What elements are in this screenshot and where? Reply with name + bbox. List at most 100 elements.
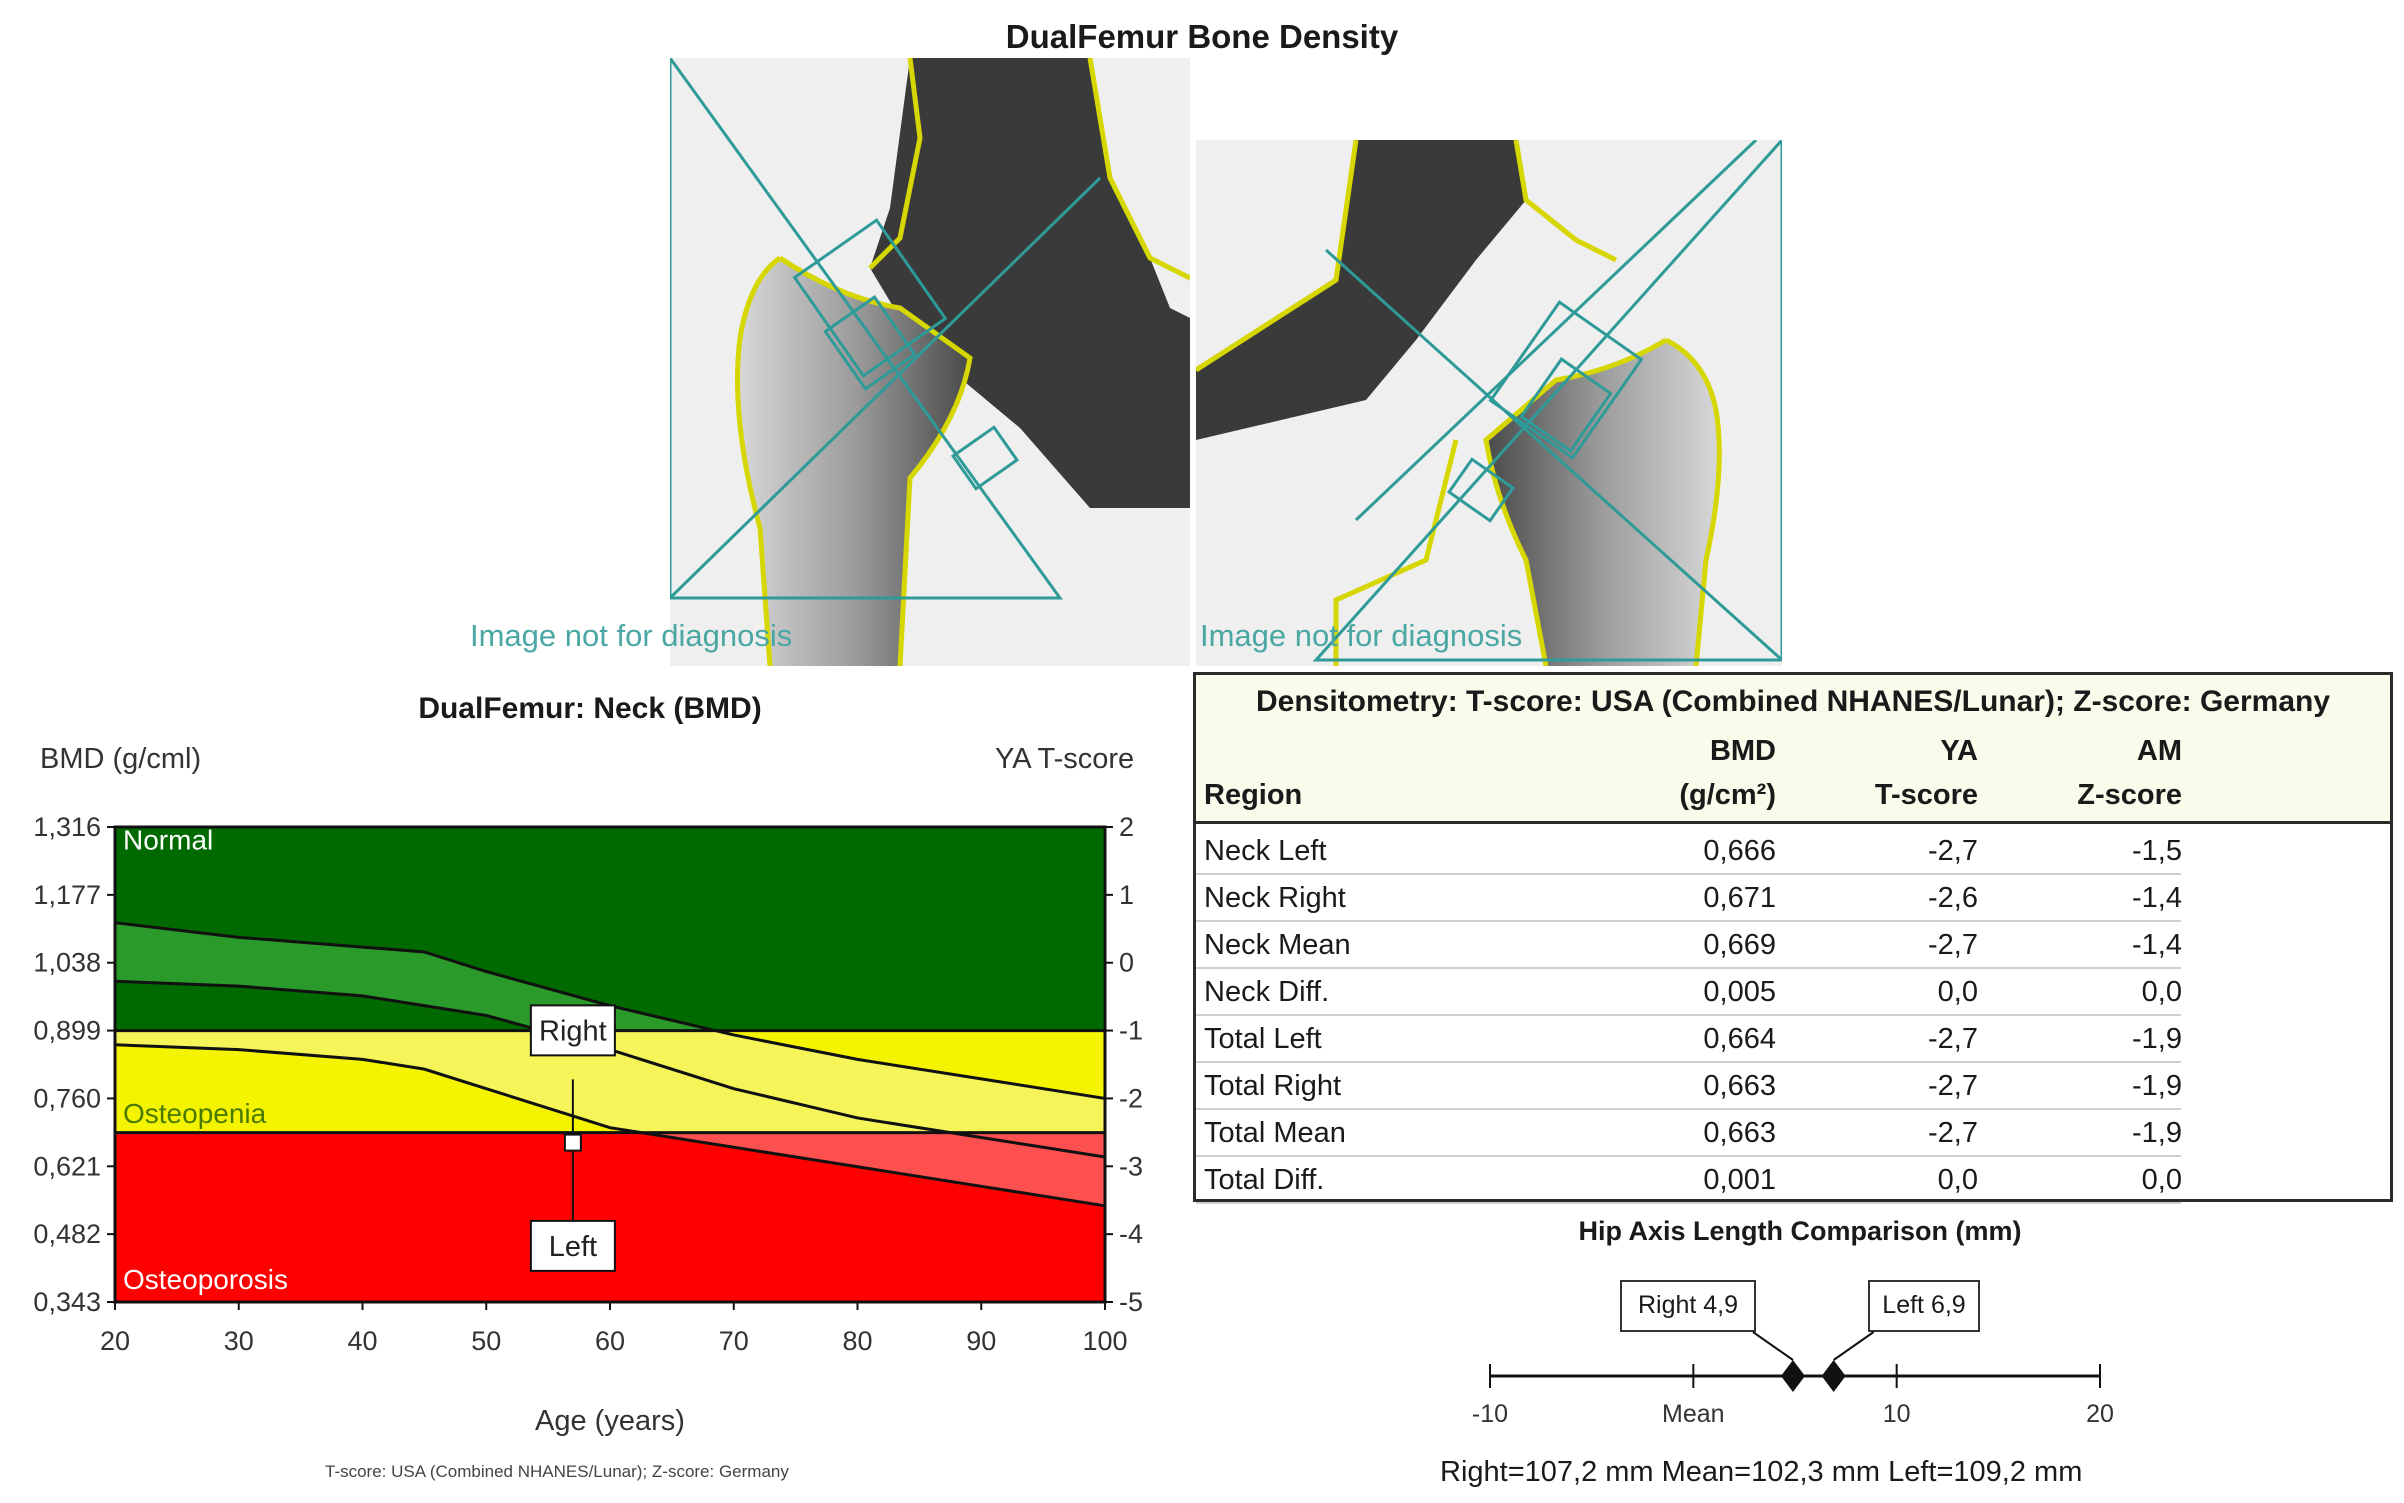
reference-curve-1 bbox=[114, 921, 1106, 1100]
cell-region: Total Diff. bbox=[1204, 1164, 1325, 1196]
cell-z-score: -1,9 bbox=[2132, 1117, 2182, 1149]
cell-region: Neck Right bbox=[1204, 882, 1346, 914]
cell-region: Total Right bbox=[1204, 1070, 1342, 1102]
row-divider bbox=[1196, 873, 2181, 875]
zone-label-normal: Normal bbox=[123, 824, 213, 855]
y2-tick-label: 2 bbox=[1119, 812, 1134, 842]
reference-curve-3 bbox=[114, 1043, 1106, 1208]
row-divider bbox=[1196, 1014, 2181, 1016]
cell-region: Total Mean bbox=[1204, 1117, 1346, 1149]
y2-tick-label: -3 bbox=[1119, 1151, 1143, 1181]
x-tick-label: 100 bbox=[1082, 1326, 1127, 1356]
cell-region: Total Left bbox=[1204, 1023, 1322, 1055]
table-row: Total Left 0,664 -2,7 -1,9 bbox=[1196, 1016, 2390, 1063]
cell-t-score: -2,7 bbox=[1928, 835, 1978, 867]
left-scan-diagnosis-note: Image not for diagnosis bbox=[470, 618, 793, 653]
y-axis-left-label: BMD (g/cml) bbox=[40, 743, 202, 775]
cell-t-score: -2,6 bbox=[1928, 882, 1978, 914]
hal-tick-label: -10 bbox=[1471, 1400, 1509, 1428]
marker-left-label-box bbox=[529, 1219, 616, 1272]
cell-z-score: -1,4 bbox=[2132, 882, 2182, 914]
reference-band-normal bbox=[115, 922, 716, 1031]
row-divider bbox=[1196, 1108, 2181, 1110]
left-femur-scan-image bbox=[670, 58, 1190, 666]
hal-tick-label: 20 bbox=[2086, 1400, 2114, 1428]
cell-bmd: 0,005 bbox=[1703, 976, 1776, 1008]
row-divider bbox=[1196, 967, 2181, 969]
y-axis-right-label: YA T-score bbox=[995, 743, 1135, 775]
y2-tick-label: -2 bbox=[1119, 1083, 1143, 1113]
hal-left-marker bbox=[1821, 1360, 1846, 1392]
row-divider bbox=[1196, 920, 2181, 922]
col-header-region: Region bbox=[1204, 779, 1303, 811]
chart-title: DualFemur: Neck (BMD) bbox=[418, 692, 762, 725]
table-row: Neck Left 0,666 -2,7 -1,5 bbox=[1196, 828, 2390, 875]
cell-bmd: 0,001 bbox=[1703, 1164, 1776, 1196]
densitometry-table: Densitometry: T-score: USA (Combined NHA… bbox=[1193, 672, 2393, 1204]
y-tick-label: 1,038 bbox=[33, 948, 101, 978]
y2-tick-label: -1 bbox=[1119, 1016, 1143, 1046]
bmd-chart: Normal Osteopenia Osteoporosis 1,316 1,177 1… bbox=[33, 812, 1143, 1356]
y2-tick-label: -4 bbox=[1119, 1219, 1143, 1249]
x-tick-label: 90 bbox=[966, 1326, 996, 1356]
y-tick-label: 1,177 bbox=[33, 880, 101, 910]
table-row: Neck Diff. 0,005 0,0 0,0 bbox=[1196, 969, 2390, 1016]
zone-label-osteoporosis: Osteoporosis bbox=[123, 1264, 288, 1295]
y2-tick-label: 1 bbox=[1119, 880, 1134, 910]
y-tick-label: 0,343 bbox=[33, 1287, 101, 1317]
hal-title: Hip Axis Length Comparison (mm) bbox=[1578, 1216, 2022, 1246]
marker-left-label: Left bbox=[549, 1231, 597, 1263]
x-tick-label: 30 bbox=[224, 1326, 254, 1356]
hal-left-leader bbox=[1833, 1331, 1875, 1361]
cell-t-score: -2,7 bbox=[1928, 1070, 1978, 1102]
y-tick-label: 0,621 bbox=[33, 1151, 101, 1181]
hal-summary: Right=107,2 mm Mean=102,3 mm Left=109,2 … bbox=[1440, 1456, 2083, 1488]
cell-bmd: 0,664 bbox=[1703, 1023, 1776, 1055]
x-tick-label: 50 bbox=[471, 1326, 501, 1356]
table-row: Total Mean 0,663 -2,7 -1,9 bbox=[1196, 1110, 2390, 1157]
table-row: Neck Right 0,671 -2,6 -1,4 bbox=[1196, 875, 2390, 922]
table-row: Neck Mean 0,669 -2,7 -1,4 bbox=[1196, 922, 2390, 969]
cell-region: Neck Diff. bbox=[1204, 976, 1330, 1008]
table-title: Densitometry: T-score: USA (Combined NHA… bbox=[1255, 685, 2331, 718]
col-header-bmd: BMD bbox=[1709, 735, 1776, 767]
col-header-z-score: Z-score bbox=[2077, 779, 2182, 811]
zone-normal bbox=[115, 827, 1105, 1031]
right-scan-diagnosis-note: Image not for diagnosis bbox=[1200, 618, 1523, 653]
chart-footnote: T-score: USA (Combined NHANES/Lunar); Z-… bbox=[325, 1462, 789, 1481]
zone-label-osteopenia: Osteopenia bbox=[123, 1098, 267, 1129]
x-tick-label: 60 bbox=[595, 1326, 625, 1356]
cell-z-score: -1,9 bbox=[2132, 1070, 2182, 1102]
x-tick-label: 20 bbox=[100, 1326, 130, 1356]
cell-t-score: 0,0 bbox=[1937, 1164, 1978, 1196]
row-divider bbox=[1196, 1202, 2181, 1204]
cell-bmd: 0,671 bbox=[1703, 882, 1776, 914]
hal-right-marker bbox=[1780, 1360, 1805, 1392]
cell-t-score: -2,7 bbox=[1928, 1023, 1978, 1055]
col-header-bmd-unit: (g/cm²) bbox=[1679, 779, 1776, 811]
y2-tick-label: 0 bbox=[1119, 948, 1134, 978]
x-axis-label: Age (years) bbox=[535, 1405, 685, 1437]
cell-z-score: -1,4 bbox=[2132, 929, 2182, 961]
table-row: Total Right 0,663 -2,7 -1,9 bbox=[1196, 1063, 2390, 1110]
right-femur-scan-image bbox=[1196, 140, 1782, 666]
hal-right-leader bbox=[1752, 1331, 1794, 1361]
cell-t-score: -2,7 bbox=[1928, 929, 1978, 961]
cell-bmd: 0,666 bbox=[1703, 835, 1776, 867]
cell-z-score: -1,9 bbox=[2132, 1023, 2182, 1055]
table-row: Total Diff. 0,001 0,0 0,0 bbox=[1196, 1157, 2390, 1204]
x-tick-label: 40 bbox=[347, 1326, 377, 1356]
hal-left-label: Left 6,9 bbox=[1868, 1280, 1980, 1332]
marker-right-label: Right bbox=[539, 1015, 607, 1047]
cell-t-score: 0,0 bbox=[1937, 976, 1978, 1008]
y-tick-label: 0,482 bbox=[33, 1219, 101, 1249]
row-divider bbox=[1196, 1061, 2181, 1063]
cell-bmd: 0,663 bbox=[1703, 1070, 1776, 1102]
row-divider bbox=[1196, 1155, 2181, 1157]
x-tick-label: 70 bbox=[719, 1326, 749, 1356]
y-tick-label: 0,899 bbox=[33, 1016, 101, 1046]
y-tick-label: 0,760 bbox=[33, 1083, 101, 1113]
cell-region: Neck Left bbox=[1204, 835, 1327, 867]
cell-t-score: -2,7 bbox=[1928, 1117, 1978, 1149]
x-tick-label: 80 bbox=[842, 1326, 872, 1356]
